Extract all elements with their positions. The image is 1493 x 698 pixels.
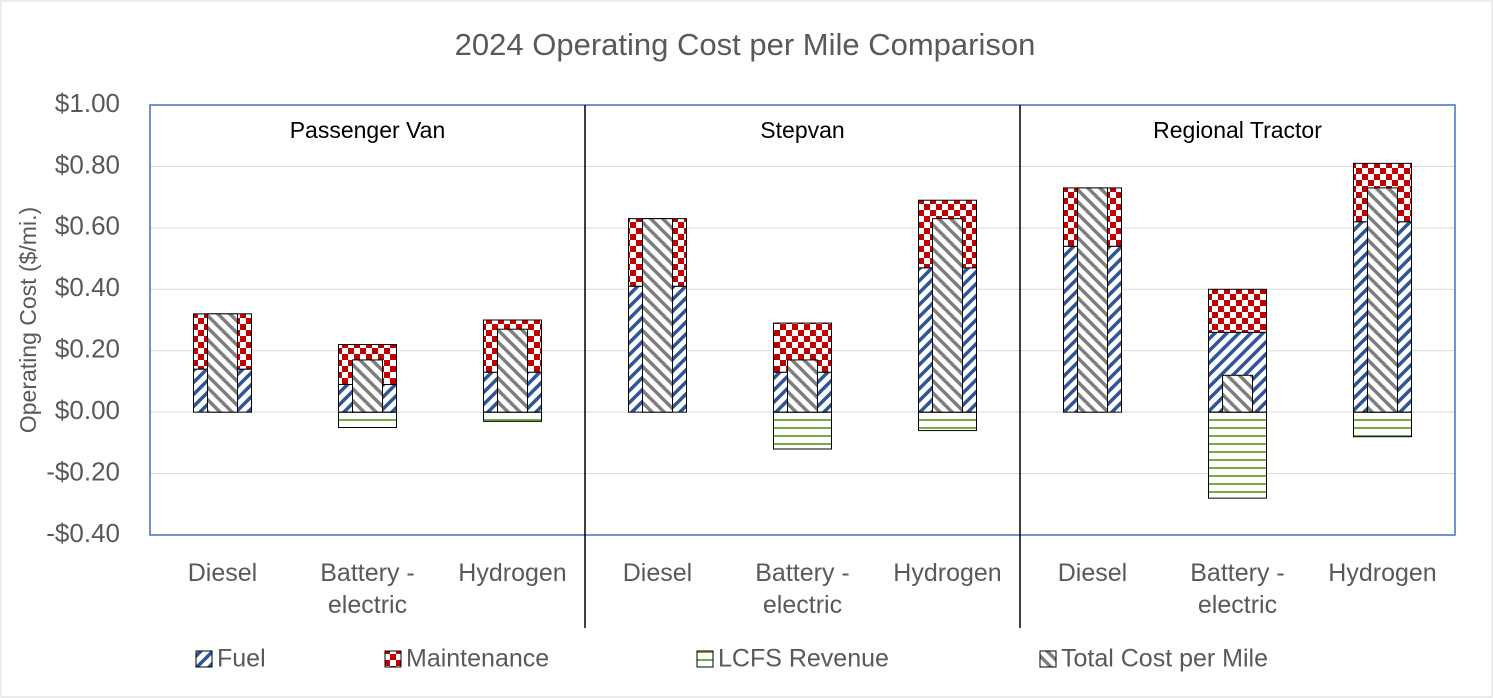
bar-segment xyxy=(338,411,397,428)
y-tick-label: $0.00 xyxy=(55,395,120,425)
y-tick-label: $0.80 xyxy=(55,149,120,179)
x-tick-label: Hydrogen xyxy=(893,559,1002,587)
bar-segment xyxy=(207,313,238,413)
bar-segment xyxy=(642,218,673,413)
legend-label: Maintenance xyxy=(406,645,549,673)
x-tick-label: Diesel xyxy=(1057,559,1128,587)
x-tick-label: Battery - electric xyxy=(755,559,850,619)
group-label: Stepvan xyxy=(760,117,844,143)
x-tick-label: Hydrogen xyxy=(458,559,567,587)
bar-segment xyxy=(1208,288,1267,333)
group-label: Passenger Van xyxy=(290,117,446,143)
chart-title: 2024 Operating Cost per Mile Comparison xyxy=(455,27,1036,62)
legend-swatch xyxy=(384,650,402,668)
legend-label: Fuel xyxy=(217,645,266,673)
legend-swatch xyxy=(696,650,714,668)
x-tick-label: Diesel xyxy=(622,559,693,587)
y-tick-label: -$0.40 xyxy=(46,518,120,548)
bar-segment xyxy=(932,218,963,413)
bar-segment xyxy=(918,411,977,432)
bar-segment xyxy=(773,411,832,450)
y-tick-label: $0.40 xyxy=(55,272,120,302)
x-tick-label: Battery - electric xyxy=(1190,559,1285,619)
legend-swatch xyxy=(195,650,213,668)
x-tick-label: Hydrogen xyxy=(1328,559,1437,587)
bar-segment xyxy=(1353,411,1412,438)
y-tick-label: $0.60 xyxy=(55,211,120,241)
bar-segment xyxy=(1077,187,1108,413)
bar-segment xyxy=(497,328,528,413)
legend-label: Total Cost per Mile xyxy=(1061,645,1268,673)
bar-segment xyxy=(352,359,383,413)
y-tick-label: $0.20 xyxy=(55,334,120,364)
group-label: Regional Tractor xyxy=(1153,117,1322,143)
y-tick-label: -$0.20 xyxy=(46,456,120,486)
bar-segment xyxy=(1222,374,1253,413)
bar-segment xyxy=(483,411,542,422)
bar-segment xyxy=(1367,187,1398,413)
bar-segment xyxy=(1208,411,1267,499)
bar-segment xyxy=(787,359,818,413)
y-tick-label: $1.00 xyxy=(55,88,120,118)
legend-swatch xyxy=(1039,650,1057,668)
x-tick-label: Battery - electric xyxy=(320,559,415,619)
y-axis-title: Operating Cost ($/mi.) xyxy=(15,207,41,433)
x-tick-label: Diesel xyxy=(187,559,258,587)
legend-label: LCFS Revenue xyxy=(718,645,889,673)
plot-border xyxy=(149,104,1456,536)
